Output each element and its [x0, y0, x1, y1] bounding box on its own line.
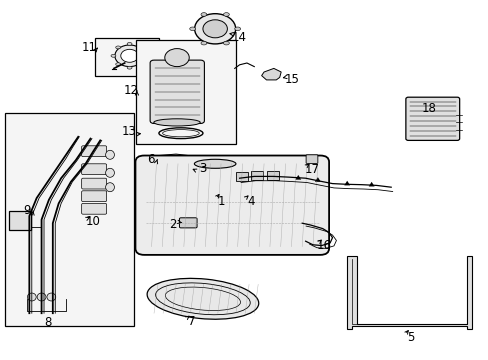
Ellipse shape — [189, 27, 195, 31]
Ellipse shape — [105, 150, 114, 159]
Text: 13: 13 — [122, 125, 137, 138]
Text: 15: 15 — [285, 73, 299, 86]
Ellipse shape — [105, 168, 114, 177]
Text: 17: 17 — [304, 163, 319, 176]
Circle shape — [115, 45, 144, 67]
Ellipse shape — [143, 54, 148, 57]
Text: 18: 18 — [421, 102, 436, 115]
Text: 11: 11 — [82, 41, 97, 54]
Polygon shape — [261, 68, 281, 80]
Polygon shape — [368, 182, 374, 186]
FancyBboxPatch shape — [95, 38, 159, 76]
Ellipse shape — [201, 41, 206, 45]
FancyBboxPatch shape — [5, 113, 134, 326]
Polygon shape — [346, 256, 471, 329]
Ellipse shape — [153, 119, 200, 126]
Text: 7: 7 — [188, 315, 196, 328]
FancyBboxPatch shape — [250, 171, 262, 180]
Ellipse shape — [105, 183, 114, 192]
FancyBboxPatch shape — [236, 172, 247, 181]
Ellipse shape — [47, 293, 56, 301]
Text: 10: 10 — [85, 215, 100, 228]
Ellipse shape — [223, 13, 229, 16]
Text: 2: 2 — [169, 219, 177, 231]
Ellipse shape — [116, 46, 121, 49]
Ellipse shape — [37, 293, 46, 301]
Polygon shape — [157, 154, 188, 164]
Circle shape — [203, 20, 227, 38]
Circle shape — [164, 49, 189, 67]
FancyBboxPatch shape — [9, 211, 31, 230]
Ellipse shape — [201, 13, 206, 16]
Polygon shape — [314, 177, 320, 182]
Circle shape — [121, 49, 138, 62]
Text: 4: 4 — [246, 195, 254, 208]
FancyBboxPatch shape — [179, 218, 197, 228]
FancyBboxPatch shape — [266, 171, 278, 180]
Ellipse shape — [127, 42, 132, 45]
Text: 14: 14 — [232, 31, 246, 44]
FancyBboxPatch shape — [81, 191, 106, 202]
Ellipse shape — [116, 63, 121, 66]
Text: 5: 5 — [406, 331, 414, 344]
Ellipse shape — [194, 159, 236, 168]
FancyBboxPatch shape — [81, 203, 106, 214]
Text: 12: 12 — [123, 84, 138, 97]
Ellipse shape — [27, 293, 36, 301]
Ellipse shape — [234, 27, 240, 31]
FancyBboxPatch shape — [405, 97, 459, 140]
Text: 6: 6 — [146, 153, 154, 166]
Text: 9: 9 — [23, 204, 31, 217]
Ellipse shape — [147, 278, 258, 319]
Ellipse shape — [127, 66, 132, 69]
Text: 8: 8 — [44, 316, 52, 329]
FancyBboxPatch shape — [136, 40, 236, 144]
Polygon shape — [344, 181, 349, 185]
Ellipse shape — [111, 54, 116, 57]
FancyBboxPatch shape — [81, 164, 106, 175]
FancyBboxPatch shape — [150, 60, 204, 123]
Ellipse shape — [138, 46, 143, 49]
FancyBboxPatch shape — [135, 156, 328, 255]
Text: 1: 1 — [217, 195, 225, 208]
FancyBboxPatch shape — [183, 163, 201, 174]
FancyBboxPatch shape — [305, 155, 317, 163]
FancyBboxPatch shape — [81, 178, 106, 189]
Text: 16: 16 — [316, 239, 331, 252]
Text: 3: 3 — [199, 162, 206, 175]
Circle shape — [194, 14, 235, 44]
FancyBboxPatch shape — [81, 146, 106, 157]
Polygon shape — [295, 175, 301, 180]
Ellipse shape — [138, 63, 143, 66]
Ellipse shape — [223, 41, 229, 45]
